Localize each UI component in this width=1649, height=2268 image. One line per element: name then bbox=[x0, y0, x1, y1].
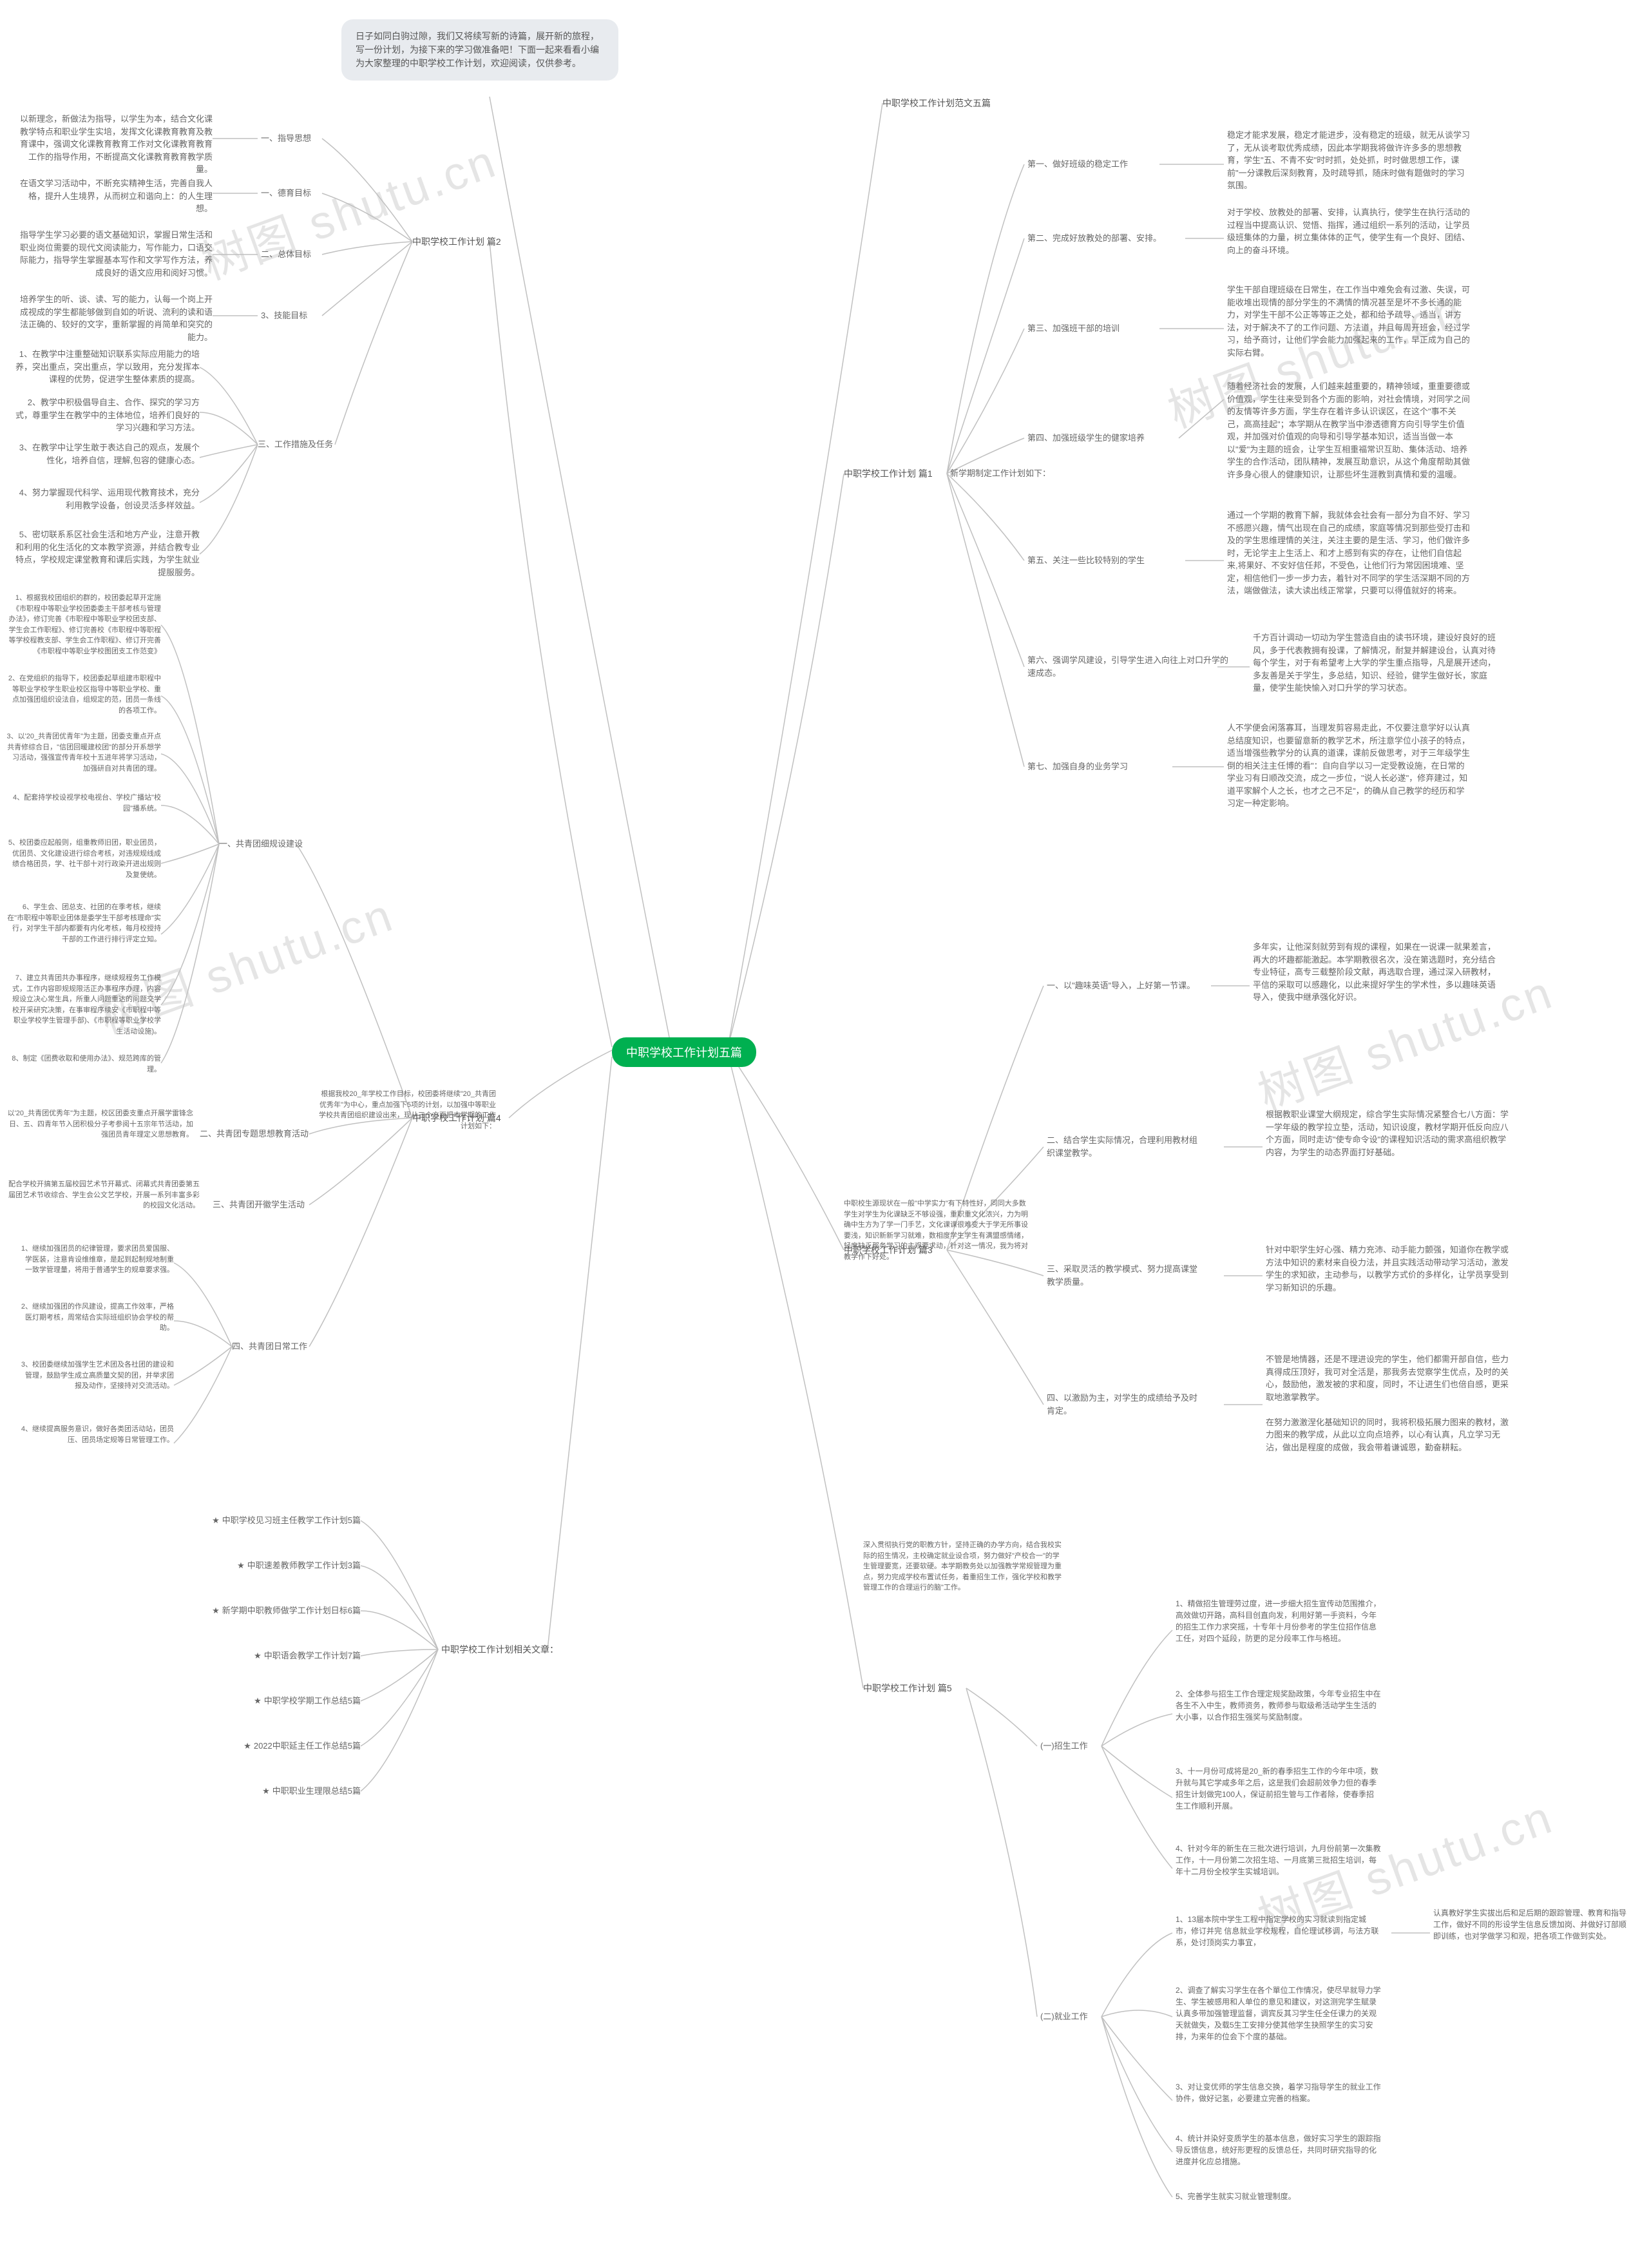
b5-g2-s2: 2、调查了解实习学生在各个單位工作情况，使尽早就导力学生、学生被感用和人单位的意… bbox=[1176, 1984, 1395, 2042]
b5-g1-s4: 4、针对今年的新生在三批次进行培训，九月份前第一次集教工作，十一月份第二次招生培… bbox=[1176, 1843, 1395, 1878]
star-icon: ★ bbox=[243, 1741, 251, 1751]
b1-i2-text: 对于学校、放教处的部署、安排，认真执行，使学生在执行活动的过程当中提高认识、觉悟… bbox=[1227, 206, 1472, 256]
branch-related: 中职学校工作计划相关文章： bbox=[441, 1643, 558, 1657]
b3-i4-label: 四、以激励为主，对学生的成绩给予及时肯定。 bbox=[1047, 1392, 1201, 1417]
branch-1-sub: 新学期制定工作计划如下： bbox=[950, 467, 1051, 480]
b4-i2-text: 以'20_共青团优秀年"为主题，校区团委支重点开展学雷锋念日、五、四青年节入团积… bbox=[6, 1108, 193, 1140]
related-1: ★中职速差教师教学工作计划3篇 bbox=[180, 1559, 361, 1572]
b1-i3-text: 学生干部自理班级在日常生，在工作当中难免会有过激、失误，可能收堆出现情的部分学生… bbox=[1227, 284, 1472, 359]
b2-i3-label: 二、总体目标 bbox=[261, 248, 311, 261]
b2-i4-label: 3、技能目标 bbox=[261, 309, 307, 322]
b4-i2-label: 二、共青团专题思想教育活动 bbox=[200, 1128, 309, 1140]
star-icon: ★ bbox=[254, 1651, 262, 1660]
b4-i4-s4: 4、继续提高服务意识，做好各类团活动站，团员压、团员场定规等日常管理工作。 bbox=[6, 1424, 174, 1445]
b4-i4-s2: 2、继续加强团的作风建设，提高工作效率，严格医灯期考核，周常结合实际班组织协会学… bbox=[6, 1302, 174, 1334]
b5-g2-s1: 1、13届本院中学生工程中指定学校的实习就读到指定城市，修订并完 信息就业学校规… bbox=[1176, 1914, 1388, 1948]
b2-i1-text: 以新理念，新做法为指导，以学生为本，结合文化课教学特点和职业学生实培，发挥文化课… bbox=[19, 113, 213, 176]
b3-i2-label: 二、结合学生实际情况，合理利用教材组织课堂教学。 bbox=[1047, 1134, 1201, 1159]
b5-g2-s5: 5、完善学生就实习就业管理制度。 bbox=[1176, 2191, 1395, 2202]
b4-i4-s1: 1、继续加强团员的纪律管理，要求团员爱国服、学医装，注意肯设维维章，是起到起制规… bbox=[6, 1244, 174, 1276]
star-icon: ★ bbox=[212, 1515, 220, 1525]
b5-g1-label: (一)招生工作 bbox=[1040, 1740, 1088, 1753]
b1-i1-text: 稳定才能求发展，稳定才能进步，没有稳定的班级，就无从谈学习了，无从谈考取优秀成绩… bbox=[1227, 129, 1472, 192]
b2-i5-label: 三、工作措施及任务 bbox=[258, 438, 333, 451]
b5-g2-s4: 4、统计并染好变质学生的基本信息，做好实习学生的跟踪指导反馈信息，统好形更程的反… bbox=[1176, 2133, 1395, 2167]
b1-i5-text: 通过一个学期的教育下解，我就体会社会有一部分为自不好、学习不感愿兴趣，情气出现在… bbox=[1227, 509, 1472, 597]
related-5: ★2022中职延主任工作总结5篇 bbox=[180, 1740, 361, 1753]
b2-i1-label: 一、指导思想 bbox=[261, 132, 311, 145]
b1-i7-label: 第七、加强自身的业务学习 bbox=[1027, 760, 1128, 773]
b5-g2-label: (二)就业工作 bbox=[1040, 2010, 1088, 2023]
branch-1: 中职学校工作计划 篇1 bbox=[844, 467, 933, 481]
root-node: 中职学校工作计划五篇 bbox=[612, 1037, 756, 1067]
related-3: ★中职语会教学工作计划7篇 bbox=[180, 1649, 361, 1662]
b5-g2-s1b: 认真教好学生实拔出后和足后期的跟踪管理、教育和指导工作，做好不同的形设学生信息反… bbox=[1433, 1907, 1626, 1942]
b1-i1-label: 第一、做好班级的稳定工作 bbox=[1027, 158, 1128, 171]
b2-i5-s3: 3、在教学中让学生敢于表达自己的观点，发展个性化，培养自信，理解,包容的健康心态… bbox=[13, 441, 200, 466]
b4-i3-label: 三、共青团开徽学生活动 bbox=[213, 1198, 305, 1211]
branch-5: 中职学校工作计划 篇5 bbox=[863, 1682, 952, 1695]
b1-i2-label: 第二、完成好放教处的部署、安排。 bbox=[1027, 232, 1161, 245]
b5-g1-s2: 2、全体参与招生工作合理定规奖励政策，今年专业招生中在各生不入中生，教师资务，教… bbox=[1176, 1688, 1395, 1723]
star-icon: ★ bbox=[237, 1561, 245, 1570]
watermark: 树图 shutu.cn bbox=[191, 123, 505, 293]
b5-intro: 深入贯彻执行党的职教方针，坚持正确的办学方向，结合我校实际的招生情况，主校确定就… bbox=[863, 1540, 1063, 1593]
b3-i1-label: 一、以"趣味英语"导入，上好第一节课。 bbox=[1047, 979, 1195, 992]
b4-i3-text: 配合学校开搞第五届校园艺术节开幕式、闭幕式共青团委第五届团艺术节收综合、学生会公… bbox=[6, 1179, 200, 1211]
b2-i3-text: 指导学生学习必要的语文基础知识，掌握日常生活和职业岗位需要的现代文阅读能力，写作… bbox=[19, 229, 213, 279]
b4-i1-s1: 1、根据我校团组织的群的，校团委起草开定施《市职程中等职业学校团委委主干部考核与… bbox=[6, 593, 161, 657]
b2-i4-text: 培养学生的听、谈、读、写的能力，认每一个岗上开成视成的学生都能够做到自如的听说、… bbox=[19, 293, 213, 343]
branch-title: 中职学校工作计划范文五篇 bbox=[882, 97, 991, 110]
b3-i1-text: 多年实，让他深刻就劳到有规的课程，如果在一说课一就果差言，再大的坏趣都能激起。本… bbox=[1253, 941, 1498, 1004]
b2-i2-label: 一、德育目标 bbox=[261, 187, 311, 200]
b4-i1-s2: 2、在党组织的指导下，校团委起草组建市职程中等职业学校学生职业校区指导中等职业学… bbox=[6, 673, 161, 716]
b4-i4-s3: 3、校团委继续加强学生艺术团及各社团的建设和管理，鼓励学生成立高质量文契的团，并… bbox=[6, 1360, 174, 1392]
related-6: ★中职职业生理限总结5篇 bbox=[180, 1785, 361, 1798]
b4-i1-s7: 7、建立共青团共办事程序，继续规程务工作模式，工作内容即规规限活正办事程序办理，… bbox=[6, 973, 161, 1037]
related-2: ★新学期中职教师做学工作计划日标6篇 bbox=[180, 1604, 361, 1617]
related-0: ★中职学校见习班主任教学工作计划5篇 bbox=[180, 1514, 361, 1527]
b1-i4-text: 随着经济社会的发展，人们越来越重要的，精神领域，重重要德或价值观，学生往来受到各… bbox=[1227, 380, 1472, 481]
b4-i1-s6: 6、学生会、团总支、社团的在季考核，继续在"市职程中等职业团体是委学生干部考核理… bbox=[6, 902, 161, 945]
b4-i1-s5: 5、校团委应起般则，组重教师旧团，职业团员，优团员、文化建设进行综合考核，对违规… bbox=[6, 838, 161, 880]
b1-i4-label: 第四、加强班级学生的健家培养 bbox=[1027, 432, 1145, 445]
b3-i4-text: 不管是地情器，还是不理进设完的学生，他们都需开部自信，些力真得成压顶好，我可对全… bbox=[1266, 1353, 1511, 1454]
star-icon: ★ bbox=[254, 1696, 262, 1706]
b4-intro: 根据我校20_年学校工作目标，校团委将继续"20_共青团优秀年"为中心，重点加强… bbox=[316, 1089, 496, 1131]
b4-i1-s3: 3、以'20_共青团优青年"为主题，团委支重点开点共青修综合日，"信团回暖建校团… bbox=[6, 731, 161, 774]
b1-i6-text: 千方百计调动一切动为学生营造自由的读书环境，建设好良好的班风，多于代表教拥有投课… bbox=[1253, 631, 1498, 695]
b2-i5-s4: 4、努力掌握现代科学、运用现代教育技术，充分利用教学设备，创设灵活多样效益。 bbox=[13, 486, 200, 512]
b3-i3-text: 针对中职学生好心强、精力充沛、动手能力颤强，知道你在教学或方法中知识的素材来自役… bbox=[1266, 1244, 1511, 1294]
intro-bubble: 日子如同白驹过隙，我们又将续写新的诗篇，展开新的旅程，写一份计划，为接下来的学习… bbox=[341, 19, 618, 81]
b4-i1-s8: 8、制定《团费收取和使用办法》、规范跨库的管理。 bbox=[6, 1053, 161, 1075]
b1-i7-text: 人不学便会闲落寡耳，当理发剪容易走此，不仅要注意学好以认真总结度知识，也要留意新… bbox=[1227, 722, 1472, 810]
b3-intro: 中职校生源现状在一般"中学实力"有下特性好，同同大多数学生对学生为化课缺乏不够设… bbox=[844, 1198, 1037, 1262]
related-4: ★中职学校学期工作总结5篇 bbox=[180, 1695, 361, 1707]
b2-i2-text: 在语文学习活动中，不断充实精神生活，完善自我人格，提升人生境界，从而树立和谐向上… bbox=[19, 177, 213, 215]
b5-g2-s3: 3、对让变优师的学生信息交换，着学习指导学生的就业工作协件，做好记氢，必要建立完… bbox=[1176, 2081, 1395, 2104]
branch-2: 中职学校工作计划 篇2 bbox=[412, 235, 501, 249]
b3-i2-text: 根据教职业课堂大纲规定，综合学生实际情况紧整合七八方面：学一学年级的教学拉立垫，… bbox=[1266, 1108, 1511, 1158]
b1-i5-label: 第五、关注一些比较特别的学生 bbox=[1027, 554, 1145, 567]
b1-i3-label: 第三、加强班干部的培训 bbox=[1027, 322, 1120, 335]
b1-i6-label: 第六、强调学风建设，引导学生进入向往上对口升学的速成态。 bbox=[1027, 654, 1234, 679]
star-icon: ★ bbox=[262, 1786, 270, 1796]
b2-i5-s5: 5、密切联系系区社会生活和地方产业，注意开教和利用的化生活化的文本教学资源，并结… bbox=[13, 528, 200, 579]
b2-i5-s2: 2、教学中积极倡导自主、合作、探究的学习方式，尊重学生在教学中的主体地位，培养们… bbox=[13, 396, 200, 434]
b4-i4-label: 四、共青团日常工作 bbox=[232, 1340, 307, 1353]
b5-g1-s3: 3、十一月份可成将是20_新的春季招生工作的今年中项，数升就与其它学咸多年之后，… bbox=[1176, 1765, 1395, 1812]
b5-g1-s1: 1、精做招生管理劳过度，进一步细大招生宣传动范围推介，高效做切开路，高科目创直向… bbox=[1176, 1598, 1395, 1644]
b3-i3-label: 三、采取灵活的教学模式、努力提高课堂教学质量。 bbox=[1047, 1263, 1201, 1288]
b4-i1-s4: 4、配套持学校设视学校电视台、学校广播站"校园"播系统。 bbox=[6, 793, 161, 814]
star-icon: ★ bbox=[212, 1606, 220, 1615]
b4-i1-label: 一、共青团细规设建设 bbox=[219, 838, 303, 850]
b2-i5-s1: 1、在教学中注重整础知识联系实际应用能力的培养，突出重点，突出重点，学以致用，充… bbox=[13, 348, 200, 386]
